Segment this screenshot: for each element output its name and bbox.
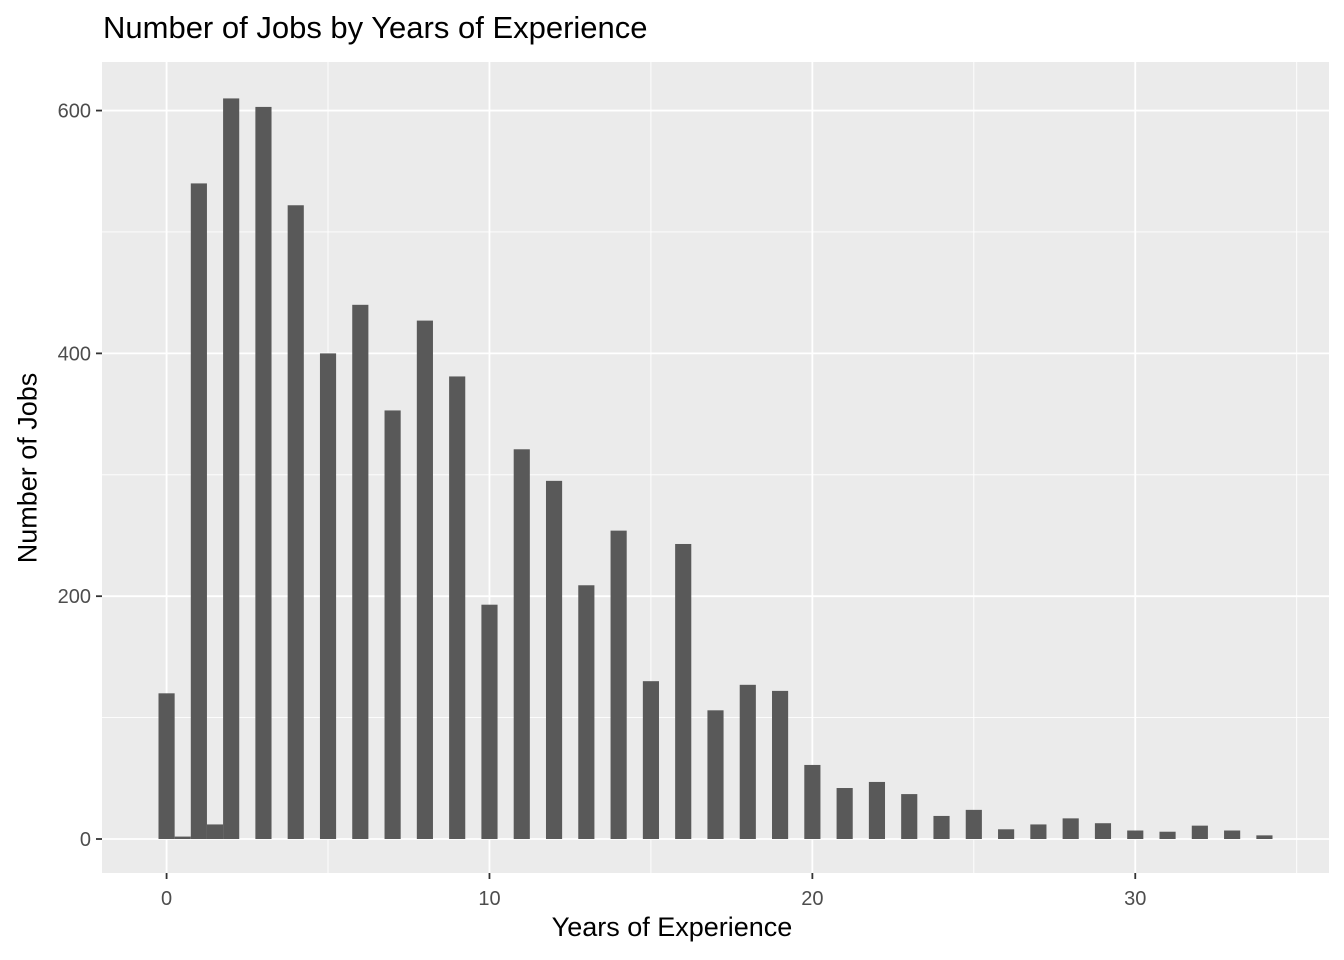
minor-gridlines	[102, 62, 1329, 873]
bar	[868, 781, 886, 840]
y-axis-title: Number of Jobs	[12, 372, 43, 564]
bar	[707, 710, 724, 840]
y-tick-label: 400	[58, 343, 91, 365]
bar	[1191, 825, 1208, 840]
bar	[319, 353, 337, 840]
x-tick-label: 30	[1124, 888, 1146, 910]
bar	[158, 693, 175, 840]
bar	[449, 376, 466, 840]
bar	[772, 690, 789, 840]
bar	[1062, 818, 1079, 840]
bar	[352, 304, 369, 840]
x-tick-label: 10	[478, 888, 500, 910]
bar	[739, 684, 756, 840]
bar	[1127, 830, 1144, 840]
y-tick-label: 600	[58, 101, 91, 123]
bars	[158, 98, 1273, 840]
x-tick-label: 0	[161, 888, 172, 910]
bar	[545, 480, 563, 840]
y-axis: 0 200 400 600	[58, 101, 102, 851]
bar	[416, 320, 433, 840]
bar	[1030, 824, 1047, 840]
bar	[642, 681, 659, 840]
bar	[223, 98, 240, 840]
bar	[287, 205, 304, 840]
bar	[578, 585, 595, 840]
bar	[255, 106, 272, 840]
bar	[610, 530, 627, 840]
y-tick-label: 200	[58, 586, 91, 608]
chart-title: Number of Jobs by Years of Experience	[103, 10, 648, 45]
bar	[965, 809, 982, 840]
bar	[998, 829, 1015, 840]
x-tick-label: 20	[801, 888, 823, 910]
bar	[190, 183, 207, 840]
x-axis-title: Years of Experience	[551, 912, 793, 942]
bar	[206, 824, 224, 840]
bar	[513, 449, 530, 840]
bar	[174, 836, 191, 840]
bar	[1224, 830, 1241, 840]
bar	[933, 815, 950, 840]
x-axis: 0 10 20 30	[161, 873, 1146, 910]
bar	[481, 604, 498, 840]
bar	[836, 788, 853, 840]
bar	[1159, 831, 1176, 840]
bar	[1256, 835, 1273, 840]
bar	[384, 410, 401, 840]
bar	[1094, 823, 1112, 840]
y-tick-label: 0	[80, 829, 91, 851]
bar	[804, 764, 821, 840]
bar	[675, 543, 692, 840]
bar	[901, 794, 918, 840]
